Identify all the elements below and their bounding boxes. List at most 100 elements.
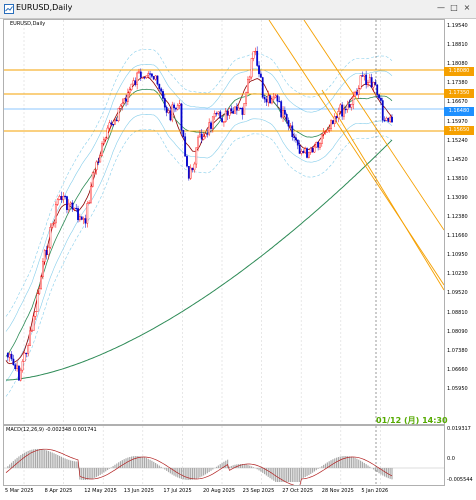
candle-body <box>123 98 126 104</box>
macd-bar <box>112 466 114 468</box>
macd-bar <box>360 460 362 468</box>
macd-bar <box>108 468 111 469</box>
maximize-button[interactable]: □ <box>450 3 458 12</box>
macd-panel[interactable] <box>3 425 445 486</box>
candle-body <box>130 83 133 90</box>
macd-bar <box>60 456 63 468</box>
candle-body <box>210 122 212 129</box>
candle-body <box>154 75 157 80</box>
chart-icon <box>4 4 14 14</box>
candle-body <box>187 165 190 179</box>
macd-bar <box>276 468 279 482</box>
macd-bar <box>271 468 273 480</box>
macd-bar <box>201 468 203 477</box>
macd-bar <box>75 461 77 468</box>
close-button[interactable]: × <box>463 3 471 12</box>
candle-body <box>176 105 179 110</box>
candle-body <box>80 216 83 220</box>
candle-body <box>49 227 52 248</box>
macd-bar <box>36 448 38 468</box>
macd-bar <box>384 468 386 477</box>
candle-body <box>274 95 277 98</box>
macd-bar <box>58 455 61 468</box>
candle-body <box>73 207 76 210</box>
macd-bar <box>97 468 99 476</box>
candle-body <box>285 114 288 121</box>
candle-body <box>117 108 120 121</box>
candle-body <box>389 116 392 122</box>
macd-bar <box>251 466 253 468</box>
candle-body <box>267 95 270 103</box>
candle-body <box>106 127 109 139</box>
macd-bar <box>34 449 37 468</box>
candle-body <box>125 98 127 102</box>
candle-body <box>213 113 216 118</box>
candle-body <box>139 71 142 78</box>
candle-body <box>151 73 153 77</box>
candle-body <box>280 101 283 118</box>
price-tick: 1.13810 <box>447 175 468 182</box>
candle-body <box>296 139 299 146</box>
macd-bar <box>103 468 105 473</box>
macd-bar <box>347 456 349 468</box>
candle-body <box>114 119 116 125</box>
macd-bar <box>95 468 98 477</box>
macd-bar <box>64 458 66 468</box>
window-title: EURUSD,Daily <box>16 3 73 12</box>
candle-body <box>67 203 70 210</box>
candle-body <box>343 108 345 117</box>
candle-body <box>258 65 260 75</box>
candle-body <box>306 148 308 158</box>
ma-long-line <box>6 139 393 381</box>
macd-bar <box>160 466 162 468</box>
candle-body <box>23 352 26 362</box>
macd-bar <box>223 461 225 468</box>
macd-bar <box>191 468 194 480</box>
candle-body <box>224 110 227 122</box>
candle-body <box>160 88 163 92</box>
price-tick: 1.15970 <box>447 118 468 125</box>
candle-body <box>350 104 353 108</box>
macd-bar <box>225 460 227 468</box>
macd-bar <box>326 462 328 468</box>
macd-signal-line <box>5 448 393 485</box>
candle-body <box>291 125 294 138</box>
price-tick: 1.08090 <box>447 328 468 335</box>
candle-body <box>348 104 351 108</box>
price-chart[interactable] <box>3 19 445 425</box>
candle-body <box>58 196 61 200</box>
candle-body <box>132 80 135 85</box>
macd-tick: 0.0 <box>447 456 455 462</box>
candle-body <box>295 137 297 141</box>
window-titlebar[interactable]: EURUSD,Daily — □ × <box>0 0 476 19</box>
minimize-button[interactable]: — <box>437 3 445 12</box>
macd-bar <box>284 468 286 482</box>
candle-body <box>62 195 65 201</box>
macd-bar <box>249 465 251 468</box>
macd-bar <box>210 468 212 471</box>
macd-bar <box>350 456 352 468</box>
macd-bar <box>315 468 317 471</box>
macd-bar <box>7 466 9 468</box>
macd-bar <box>278 468 280 482</box>
candle-body <box>86 203 89 224</box>
macd-bar <box>182 468 184 480</box>
candle-body <box>102 139 105 144</box>
macd-bar <box>66 459 68 468</box>
macd-bar <box>302 468 304 478</box>
macd-bar <box>82 468 85 480</box>
candle-body <box>75 207 78 210</box>
candle-body <box>191 167 194 171</box>
candle-body <box>356 91 358 95</box>
candle-body <box>354 91 356 97</box>
candle-body <box>119 105 122 109</box>
price-tick: 1.12380 <box>447 214 468 220</box>
macd-bar <box>275 468 277 482</box>
candle-body <box>30 330 33 332</box>
candle-body <box>6 352 9 358</box>
macd-bar <box>228 466 231 468</box>
candle-body <box>126 92 129 102</box>
candle-body <box>145 75 148 78</box>
price-tick: 1.18810 <box>447 42 468 49</box>
macd-bar <box>164 468 166 470</box>
